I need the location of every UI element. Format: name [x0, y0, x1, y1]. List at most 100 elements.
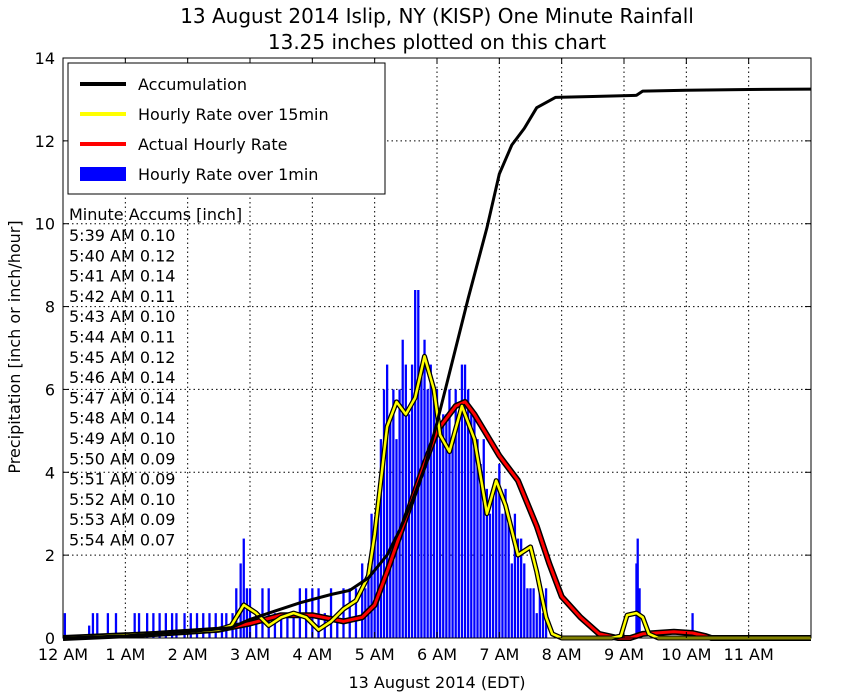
x-tick-label: 1 AM: [105, 645, 145, 664]
minute-accums-annotation: Minute Accums [inch] 5:39 AM 0.105:40 AM…: [69, 205, 242, 550]
annotation-line: 5:49 AM 0.10: [69, 429, 175, 448]
bar-1min-rate: [158, 613, 161, 638]
bar-1min-rate: [432, 389, 436, 638]
bar-1min-rate: [214, 613, 217, 638]
annotation-line: 5:48 AM 0.14: [69, 409, 175, 428]
bar-1min-rate: [451, 439, 454, 638]
bar-1min-rate: [133, 613, 136, 638]
bar-1min-rate: [404, 364, 407, 638]
bar-1min-rate: [367, 563, 370, 638]
bar-1min-rate: [292, 613, 295, 638]
bar-1min-rate: [479, 464, 482, 638]
x-tick-label: 6 AM: [417, 645, 457, 664]
bar-1min-rate: [398, 389, 401, 638]
bar-1min-rate: [317, 588, 320, 638]
bar-1min-rate: [195, 613, 199, 638]
annotation-line: 5:50 AM 0.09: [69, 449, 175, 468]
bar-1min-rate: [457, 414, 460, 638]
bar-1min-rate: [376, 513, 379, 638]
bar-1min-rate: [476, 439, 479, 638]
bar-1min-rate: [114, 613, 118, 638]
y-tick-label: 4: [45, 463, 55, 482]
bar-1min-rate: [485, 488, 489, 638]
x-tick-label: 10 AM: [661, 645, 711, 664]
bar-1min-rate: [482, 439, 485, 638]
bar-1min-rate: [239, 563, 242, 638]
bar-1min-rate: [245, 588, 249, 638]
bar-1min-rate: [255, 613, 258, 638]
bar-1min-rate: [329, 588, 333, 638]
bar-1min-rate: [501, 513, 504, 638]
bar-1min-rate: [348, 588, 351, 638]
bar-1min-rate: [392, 389, 395, 638]
legend-swatch: [80, 167, 126, 181]
bar-1min-rate: [385, 364, 389, 638]
bar-1min-rate: [513, 513, 517, 638]
bar-1min-rate: [202, 613, 205, 638]
bar-1min-rate: [280, 613, 283, 638]
bar-1min-rate: [507, 513, 510, 638]
bar-1min-rate: [510, 563, 513, 638]
bar-1min-rate: [137, 613, 141, 638]
annotation-line: 5:44 AM 0.11: [69, 328, 175, 347]
y-tick-label: 12: [35, 132, 55, 151]
bar-1min-rate: [635, 563, 638, 638]
bar-1min-rate: [442, 414, 445, 638]
bar-1min-rate: [467, 389, 470, 638]
annotation-line: 5:43 AM 0.10: [69, 307, 175, 326]
x-axis-label: 13 August 2014 (EDT): [348, 673, 525, 692]
legend-label: Actual Hourly Rate: [138, 135, 287, 154]
bar-1min-rate: [96, 613, 99, 638]
bar-1min-rate: [448, 389, 451, 638]
bar-1min-rate: [242, 538, 245, 638]
annotation-line: 5:45 AM 0.12: [69, 348, 175, 367]
bar-1min-rate: [473, 414, 476, 638]
bar-1min-rate: [523, 563, 526, 638]
bar-1min-rate: [498, 464, 501, 638]
x-tick-label: 4 AM: [292, 645, 332, 664]
bar-1min-rate: [529, 588, 532, 638]
bar-1min-rate: [426, 389, 429, 638]
x-tick-label: 2 AM: [168, 645, 208, 664]
bar-1min-rate: [88, 625, 91, 638]
bar-1min-rate: [495, 488, 498, 638]
bar-1min-rate: [488, 513, 492, 638]
bar-1min-rate: [532, 588, 535, 638]
bar-1min-rate: [470, 414, 473, 638]
bar-1min-rate: [152, 613, 155, 638]
bar-1min-rate: [261, 588, 264, 638]
x-tick-label: 8 AM: [542, 645, 582, 664]
bar-1min-rate: [170, 613, 174, 638]
bar-1min-rate: [526, 588, 529, 638]
x-tick-label: 9 AM: [604, 645, 644, 664]
x-tick-label: 12 AM: [38, 645, 88, 664]
annotation-line: 5:39 AM 0.10: [69, 226, 175, 245]
x-tick-label: 3 AM: [230, 645, 270, 664]
bar-1min-rate: [63, 613, 67, 638]
bar-1min-rate: [361, 563, 364, 638]
bar-1min-rate: [407, 414, 411, 638]
bar-1min-rate: [504, 488, 507, 638]
bar-1min-rate: [516, 538, 520, 638]
bar-1min-rate: [417, 290, 420, 638]
bar-1min-rate: [535, 613, 538, 638]
bar-1min-rate: [175, 613, 178, 638]
axes: 12 AM 1 AM 2 AM 3 AM 4 AM 5 AM 6 AM 7 AM 8 AM 9 A…: [35, 49, 811, 664]
annotation-line: 5:47 AM 0.14: [69, 388, 175, 407]
bar-1min-rate: [636, 538, 639, 638]
bar-1min-rate: [414, 290, 417, 638]
y-tick-label: 10: [35, 215, 55, 234]
x-tick-label: 7 AM: [479, 645, 519, 664]
y-tick-label: 6: [45, 380, 55, 399]
y-tick-label: 2: [45, 546, 55, 565]
bar-1min-rate: [454, 389, 457, 638]
bar-1min-rate: [420, 364, 423, 638]
annotation-line: 5:54 AM 0.07: [69, 531, 175, 550]
bar-1min-rate: [164, 613, 167, 638]
bar-1min-rate: [520, 538, 523, 638]
bar-1min-rate: [336, 613, 339, 638]
y-tick-label: 14: [35, 49, 55, 68]
annotation-line: 5:42 AM 0.11: [69, 287, 175, 306]
bar-1min-rate: [220, 613, 224, 638]
